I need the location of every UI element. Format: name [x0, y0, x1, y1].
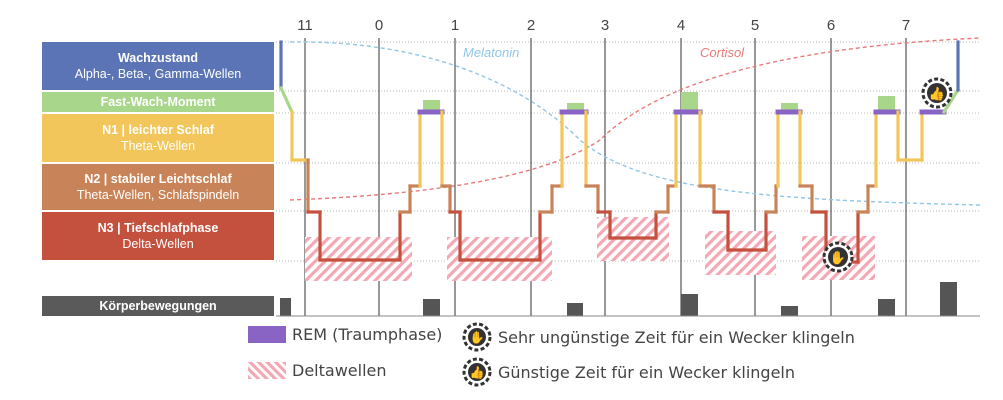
hour-tick-label: 2 [527, 17, 535, 34]
delta-wave-regions [305, 217, 875, 281]
movement-bar [781, 306, 798, 316]
cortisol-label: Cortisol [700, 45, 745, 60]
legend-good-alarm: 👍 Günstige Zeit für ein Wecker klingeln [462, 357, 795, 387]
hour-tick-label: 4 [677, 17, 685, 34]
stage-label-almost-awake: Fast-Wach-Moment [42, 92, 274, 112]
good-alarm-icon: 👍 [921, 77, 953, 109]
stage-title: Wachzustand [117, 51, 199, 65]
svg-text:✋: ✋ [830, 250, 846, 266]
hour-tick-label: 0 [375, 17, 383, 34]
legend-delta: Deltawellen [248, 361, 387, 380]
hour-tick-label: 6 [827, 17, 835, 34]
stage-subtitle: Theta-Wellen, Schlafspindeln [76, 188, 240, 202]
svg-text:👍: 👍 [929, 86, 945, 102]
rem-swatch [248, 326, 286, 343]
hour-tick-label: 11 [297, 17, 313, 34]
hour-tick-label: 1 [451, 17, 459, 34]
stage-label-n3: N3 | Tiefschlafphase Delta-Wellen [42, 212, 274, 260]
almost-awake-markers [423, 92, 895, 112]
movement-label-text: Körperbewegungen [99, 299, 217, 313]
svg-text:✋: ✋ [470, 331, 485, 345]
movement-bar [280, 298, 291, 316]
movement-label: Körperbewegungen [42, 296, 274, 316]
legend-delta-label: Deltawellen [292, 361, 387, 380]
delta-region [705, 231, 776, 275]
hour-tick-labels: 11 0 1 2 3 4 5 6 7 [297, 17, 910, 34]
legend-bad-alarm: ✋ Sehr ungünstige Zeit für ein Wecker kl… [462, 322, 855, 352]
melatonin-label: Melatonin [463, 45, 519, 60]
svg-text:👍: 👍 [470, 366, 485, 380]
stage-label-wake: Wachzustand Alpha-, Beta-, Gamma-Wellen [42, 42, 274, 90]
legend-bad-alarm-label: Sehr ungünstige Zeit für ein Wecker klin… [498, 327, 855, 347]
stage-title: N1 | leichter Schlaf [102, 123, 214, 137]
stage-title: N3 | Tiefschlafphase [97, 221, 219, 235]
hour-tick-label: 3 [601, 17, 609, 34]
hypnogram-segment [941, 87, 961, 115]
hour-tick-label: 7 [902, 17, 910, 34]
stage-label-n1: N1 | leichter Schlaf Theta-Wellen [42, 114, 274, 162]
good-alarm-legend-icon: 👍 [462, 357, 492, 387]
hypnogram-line [278, 40, 961, 264]
body-movement-bars [280, 282, 957, 316]
bad-alarm-icon: ✋ [822, 241, 854, 273]
movement-bar [681, 294, 698, 316]
movement-bar [940, 282, 957, 316]
stage-title: N2 | stabiler Leichtschlaf [84, 172, 232, 186]
movement-bar [423, 299, 440, 316]
hypnogram-segment [278, 85, 295, 115]
legend-rem: REM (Traumphase) [248, 325, 442, 344]
movement-bar [878, 299, 895, 316]
legend-rem-label: REM (Traumphase) [292, 325, 443, 344]
cortisol-curve [289, 37, 981, 201]
stage-subtitle: Theta-Wellen [120, 139, 196, 153]
legend-good-alarm-label: Günstige Zeit für ein Wecker klingeln [498, 362, 795, 382]
stage-subtitle: Delta-Wellen [122, 237, 194, 251]
stage-title: Fast-Wach-Moment [100, 95, 216, 109]
stage-label-n2: N2 | stabiler Leichtschlaf Theta-Wellen,… [42, 164, 274, 210]
hour-tick-label: 5 [751, 17, 759, 34]
stage-subtitle: Alpha-, Beta-, Gamma-Wellen [74, 67, 242, 81]
movement-bar [567, 303, 583, 316]
delta-swatch [248, 362, 286, 379]
bad-alarm-legend-icon: ✋ [462, 322, 492, 352]
